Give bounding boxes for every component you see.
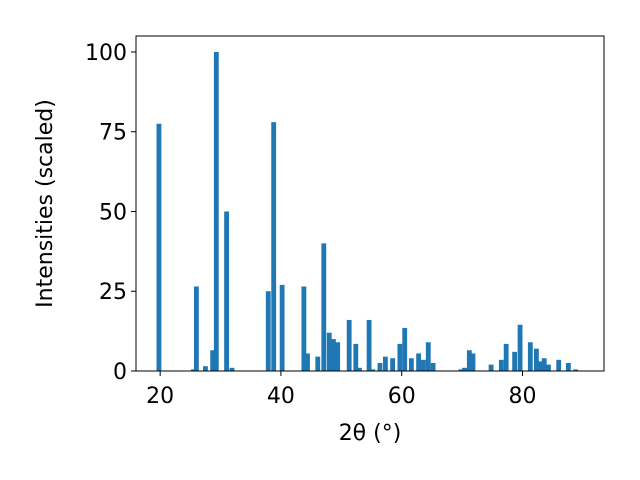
- bar: [190, 369, 196, 371]
- bar: [224, 211, 229, 371]
- bar: [402, 327, 408, 371]
- bar: [321, 243, 327, 371]
- y-tick-label: 50: [99, 200, 127, 225]
- bar: [488, 364, 494, 371]
- bar: [335, 342, 341, 371]
- bar: [370, 369, 376, 371]
- bar: [512, 351, 518, 371]
- bar: [458, 369, 464, 371]
- bar: [498, 359, 504, 371]
- bar: [541, 358, 547, 371]
- bar: [556, 359, 562, 371]
- bar: [353, 343, 359, 371]
- bar: [346, 319, 352, 371]
- y-axis-label: Intensities (scaled): [33, 99, 58, 308]
- bar: [279, 284, 285, 371]
- bar: [265, 291, 271, 371]
- bar: [315, 356, 321, 371]
- bar: [527, 342, 533, 371]
- bar: [537, 361, 543, 371]
- bar: [305, 353, 310, 371]
- bar: [565, 363, 571, 371]
- bar: [470, 353, 476, 371]
- x-tick-label: 80: [508, 384, 536, 409]
- bar: [408, 358, 414, 371]
- bar: [210, 350, 216, 371]
- bar: [421, 359, 426, 371]
- bar: [462, 367, 467, 371]
- x-axis-label: 2θ (°): [339, 421, 402, 446]
- bar: [301, 286, 307, 371]
- bar: [546, 364, 551, 371]
- bar: [416, 353, 422, 371]
- x-tick-label: 40: [267, 384, 295, 409]
- bar: [366, 319, 372, 371]
- y-tick-label: 0: [113, 360, 127, 385]
- y-tick-label: 25: [99, 280, 127, 305]
- y-tick-label: 100: [85, 41, 127, 66]
- bar: [430, 363, 436, 371]
- bar: [229, 367, 235, 371]
- bar: [382, 356, 388, 371]
- bar: [331, 339, 336, 371]
- bars-layer: [156, 51, 579, 372]
- bar: [390, 358, 396, 371]
- bar: [533, 348, 539, 371]
- bar: [517, 324, 523, 371]
- bar: [466, 350, 472, 371]
- x-tick-label: 20: [146, 384, 174, 409]
- plot-frame: [135, 35, 605, 372]
- bar: [357, 367, 362, 371]
- x-tick-label: 60: [388, 384, 416, 409]
- y-tick-label: 75: [99, 121, 127, 146]
- bar: [193, 286, 199, 371]
- bar: [425, 342, 431, 371]
- bar: [397, 343, 403, 371]
- bar: [503, 343, 509, 371]
- bar: [271, 122, 277, 372]
- ticks-layer: 20 40 60 80 0 25 50 75 100: [85, 41, 536, 409]
- bar: [326, 332, 332, 371]
- bar: [203, 366, 208, 371]
- bar: [213, 51, 219, 371]
- bar: [156, 123, 162, 371]
- bar: [377, 363, 383, 371]
- bar: [573, 369, 579, 371]
